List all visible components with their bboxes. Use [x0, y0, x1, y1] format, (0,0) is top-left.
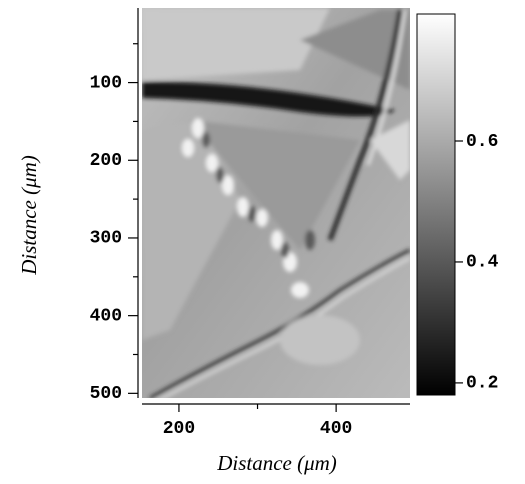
x-axis-label: Distance (μm) [216, 451, 337, 475]
colorbar-tick-label: 0.6 [466, 132, 498, 152]
colorbar-tick-label: 0.2 [466, 374, 498, 394]
y-axis-label: Distance (μm) [17, 155, 41, 276]
y-tick-label: 100 [90, 73, 122, 93]
image [142, 8, 410, 398]
colorbar [416, 13, 456, 396]
x-tick-label: 400 [320, 419, 352, 439]
y-tick-label: 400 [90, 306, 122, 326]
y-tick-label: 200 [90, 151, 122, 171]
colorbar-tick-label: 0.4 [466, 253, 499, 273]
y-tick-label: 300 [90, 229, 122, 249]
x-tick-label: 200 [163, 419, 195, 439]
y-tick-label: 500 [90, 384, 122, 404]
